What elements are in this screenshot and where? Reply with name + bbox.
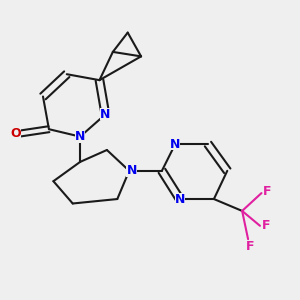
Text: N: N <box>175 193 185 206</box>
Text: F: F <box>263 185 272 198</box>
FancyBboxPatch shape <box>126 165 137 177</box>
Text: N: N <box>100 108 111 121</box>
Text: N: N <box>126 164 137 177</box>
FancyBboxPatch shape <box>170 138 181 150</box>
Text: O: O <box>10 127 21 140</box>
FancyBboxPatch shape <box>75 131 86 142</box>
Text: N: N <box>75 130 85 143</box>
Text: F: F <box>262 219 271 232</box>
FancyBboxPatch shape <box>10 128 21 140</box>
Text: N: N <box>170 138 181 151</box>
Text: F: F <box>246 240 255 253</box>
FancyBboxPatch shape <box>100 108 111 120</box>
FancyBboxPatch shape <box>175 193 185 205</box>
